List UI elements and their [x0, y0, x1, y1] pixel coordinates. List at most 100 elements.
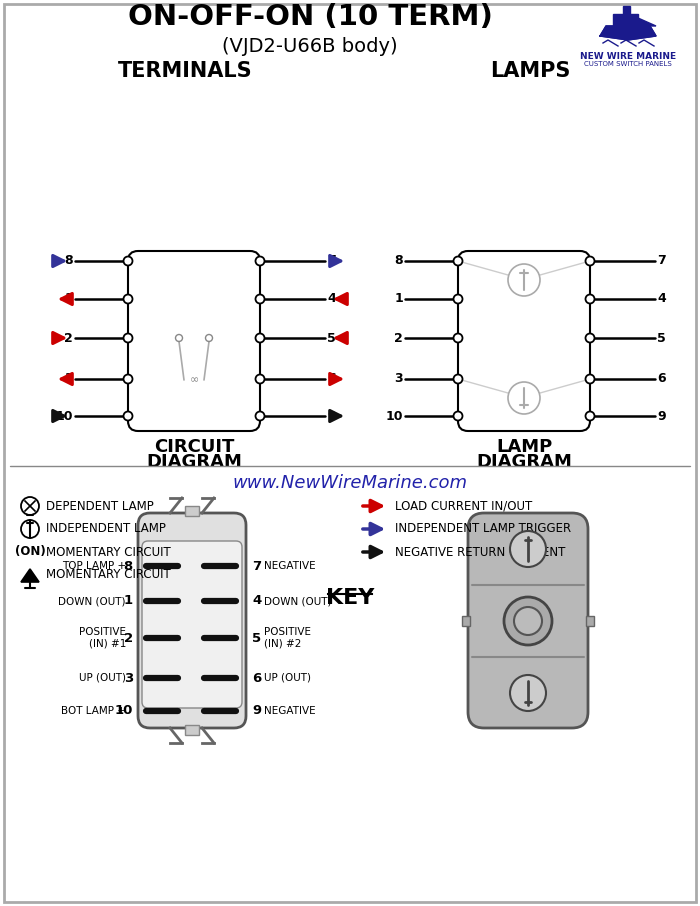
FancyBboxPatch shape [4, 4, 696, 902]
Bar [185, 725, 199, 735]
Circle shape [514, 607, 542, 635]
Text: 2: 2 [64, 332, 73, 344]
Text: 8: 8 [64, 255, 73, 267]
Polygon shape [600, 26, 656, 40]
Text: LAMPS: LAMPS [490, 61, 570, 81]
Polygon shape [613, 14, 638, 26]
Text: NEGATIVE: NEGATIVE [264, 706, 316, 716]
Circle shape [585, 256, 594, 265]
Text: DEPENDENT LAMP: DEPENDENT LAMP [46, 499, 154, 513]
Text: MOMENTARY CIRCUIT: MOMENTARY CIRCUIT [46, 545, 171, 558]
Text: NEGATIVE: NEGATIVE [264, 561, 316, 571]
Circle shape [454, 256, 463, 265]
Text: 3: 3 [124, 671, 133, 685]
Text: NEGATIVE RETURN CURRENT: NEGATIVE RETURN CURRENT [395, 545, 566, 558]
FancyBboxPatch shape [138, 513, 246, 728]
Circle shape [123, 411, 132, 420]
Text: 9: 9 [327, 410, 335, 422]
Text: (VJD2-U66B body): (VJD2-U66B body) [222, 37, 398, 56]
Text: LOAD CURRENT IN/OUT: LOAD CURRENT IN/OUT [395, 499, 532, 513]
Circle shape [123, 256, 132, 265]
Circle shape [585, 294, 594, 304]
Text: POSITIVE
(IN) #1: POSITIVE (IN) #1 [79, 627, 126, 649]
Text: www.NewWireMarine.com: www.NewWireMarine.com [232, 474, 468, 492]
Text: DIAGRAM: DIAGRAM [146, 453, 242, 471]
Circle shape [256, 256, 265, 265]
Text: ∞: ∞ [190, 375, 199, 385]
Text: 5: 5 [327, 332, 336, 344]
Circle shape [454, 374, 463, 383]
Text: BOT LAMP +: BOT LAMP + [61, 706, 126, 716]
Text: INDEPENDENT LAMP: INDEPENDENT LAMP [46, 523, 166, 535]
Text: 2: 2 [394, 332, 403, 344]
Circle shape [256, 374, 265, 383]
Text: 10: 10 [115, 705, 133, 718]
Text: 4: 4 [252, 594, 261, 608]
Circle shape [585, 333, 594, 342]
Circle shape [454, 411, 463, 420]
Text: TERMINALS: TERMINALS [118, 61, 252, 81]
Text: LAMP: LAMP [496, 438, 552, 456]
Text: 3: 3 [394, 372, 403, 385]
Circle shape [585, 374, 594, 383]
Text: CIRCUIT: CIRCUIT [154, 438, 234, 456]
Circle shape [504, 597, 552, 645]
Text: 1: 1 [124, 594, 133, 608]
Circle shape [123, 333, 132, 342]
Text: 2: 2 [124, 631, 133, 644]
Circle shape [585, 411, 594, 420]
Text: MOMENTARY CIRCUIT: MOMENTARY CIRCUIT [46, 568, 171, 582]
Text: 7: 7 [252, 560, 261, 573]
Text: NEW WIRE MARINE: NEW WIRE MARINE [580, 52, 676, 61]
Polygon shape [623, 6, 630, 14]
Bar [462, 616, 470, 626]
Polygon shape [638, 18, 656, 26]
FancyBboxPatch shape [142, 541, 242, 708]
Text: 4: 4 [657, 293, 666, 305]
Text: 6: 6 [327, 372, 335, 385]
Text: KEY: KEY [326, 588, 374, 608]
Text: 1: 1 [64, 293, 73, 305]
Text: 7: 7 [327, 255, 336, 267]
FancyBboxPatch shape [458, 251, 590, 431]
Text: 9: 9 [657, 410, 666, 422]
Text: 7: 7 [657, 255, 666, 267]
Circle shape [508, 264, 540, 296]
Text: 8: 8 [394, 255, 403, 267]
Text: 3: 3 [64, 372, 73, 385]
Circle shape [256, 411, 265, 420]
Text: POSITIVE
(IN) #2: POSITIVE (IN) #2 [264, 627, 311, 649]
Circle shape [510, 531, 546, 567]
Bar [185, 506, 199, 516]
Text: UP (OUT): UP (OUT) [79, 673, 126, 683]
Text: 6: 6 [252, 671, 261, 685]
Text: 10: 10 [386, 410, 403, 422]
Text: DOWN (OUT): DOWN (OUT) [264, 596, 332, 606]
Text: CUSTOM SWITCH PANELS: CUSTOM SWITCH PANELS [584, 61, 672, 67]
Text: 1: 1 [394, 293, 403, 305]
FancyBboxPatch shape [468, 513, 588, 728]
Bar [586, 616, 594, 626]
Text: 6: 6 [657, 372, 666, 385]
Text: DOWN (OUT): DOWN (OUT) [59, 596, 126, 606]
Circle shape [123, 294, 132, 304]
Polygon shape [21, 569, 39, 582]
Text: TOP LAMP +: TOP LAMP + [62, 561, 126, 571]
Circle shape [454, 333, 463, 342]
Text: 8: 8 [124, 560, 133, 573]
Circle shape [256, 333, 265, 342]
Circle shape [510, 675, 546, 711]
Text: 5: 5 [657, 332, 666, 344]
Text: 10: 10 [55, 410, 73, 422]
Circle shape [454, 294, 463, 304]
Circle shape [508, 382, 540, 414]
Text: UP (OUT): UP (OUT) [264, 673, 311, 683]
Text: 9: 9 [252, 705, 261, 718]
FancyBboxPatch shape [128, 251, 260, 431]
Text: ON-OFF-ON (10 TERM): ON-OFF-ON (10 TERM) [127, 3, 492, 31]
Circle shape [123, 374, 132, 383]
Text: INDEPENDENT LAMP TRIGGER: INDEPENDENT LAMP TRIGGER [395, 523, 571, 535]
Text: DIAGRAM: DIAGRAM [476, 453, 572, 471]
Text: 4: 4 [327, 293, 336, 305]
Text: 5: 5 [252, 631, 261, 644]
